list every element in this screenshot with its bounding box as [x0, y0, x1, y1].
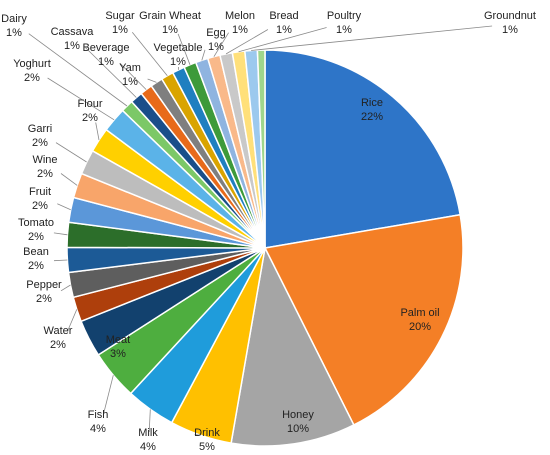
leader-line-cassava — [85, 47, 137, 98]
slice-value-tomato: 2% — [28, 231, 44, 243]
slice-value-poultry: 1% — [336, 24, 352, 36]
slice-value-wine: 2% — [37, 168, 53, 180]
slice-value-fruit: 2% — [32, 200, 48, 212]
slice-label-vegetable: Vegetable — [154, 42, 203, 54]
slice-label-meat: Meat — [106, 334, 130, 346]
leader-line-fish — [103, 375, 114, 415]
leader-line-dairy — [28, 33, 128, 107]
slice-label-palm-oil: Palm oil — [400, 307, 439, 319]
leader-line-milk — [148, 409, 151, 433]
slice-label-beverage: Beverage — [82, 42, 129, 54]
slice-value-melon: 1% — [232, 24, 248, 36]
leader-line-pepper — [60, 284, 71, 292]
leader-line-fruit — [57, 203, 71, 211]
slice-label-pepper: Pepper — [26, 279, 62, 291]
slice-value-bread: 1% — [276, 24, 292, 36]
leader-line-bread — [225, 29, 269, 55]
leader-line-yam — [147, 78, 157, 83]
slice-label-grain-wheat: Grain Wheat — [139, 10, 201, 22]
leader-line-grain-wheat — [177, 33, 191, 65]
slice-label-flour: Flour — [77, 98, 102, 110]
leader-line-water — [67, 309, 78, 332]
slice-label-melon: Melon — [225, 10, 255, 22]
slice-value-groundnut: 1% — [502, 24, 518, 36]
slice-label-poultry: Poultry — [327, 10, 362, 22]
slice-value-garri: 2% — [32, 137, 48, 149]
slice-label-bean: Bean — [23, 246, 49, 258]
slice-value-drink: 5% — [199, 441, 215, 453]
leader-line-beverage — [119, 63, 147, 90]
leader-line-melon — [213, 32, 229, 57]
slice-label-tomato: Tomato — [18, 217, 54, 229]
leader-line-bean — [53, 259, 68, 262]
slice-label-garri: Garri — [28, 123, 52, 135]
slice-label-water: Water — [44, 325, 73, 337]
slice-label-bread: Bread — [269, 10, 298, 22]
slice-labels: Rice 22% Palm oil 20% Honey 10% Drink 5% Milk 4% F… — [1, 10, 536, 453]
slice-label-fish: Fish — [88, 409, 109, 421]
leader-line-flour — [95, 122, 100, 141]
slice-value-water: 2% — [50, 339, 66, 351]
leader-line-drink — [194, 434, 201, 436]
slice-value-beverage: 1% — [98, 56, 114, 68]
slice-value-rice: 22% — [361, 111, 383, 123]
slice-value-grain-wheat: 1% — [162, 24, 178, 36]
slice-label-yam: Yam — [119, 62, 141, 74]
slice-label-groundnut: Groundnut — [484, 10, 536, 22]
slice-value-flour: 2% — [82, 112, 98, 124]
leader-line-tomato — [53, 232, 68, 236]
slice-value-palm-oil: 20% — [409, 321, 431, 333]
slice-value-bean: 2% — [28, 260, 44, 272]
slice-label-honey: Honey — [282, 409, 314, 421]
slice-value-yam: 1% — [122, 76, 138, 88]
slice-value-cassava: 1% — [64, 40, 80, 52]
slice-value-egg: 1% — [208, 41, 224, 53]
leader-line-groundnut — [251, 25, 493, 51]
leader-line-egg — [201, 49, 206, 61]
leader-line-yoghurt — [47, 77, 115, 121]
pie-slice-palm-oil — [263, 213, 464, 426]
slice-label-yoghurt: Yoghurt — [13, 58, 51, 70]
slice-value-honey: 10% — [287, 423, 309, 435]
slice-value-yoghurt: 2% — [24, 72, 40, 84]
slice-label-egg: Egg — [206, 27, 226, 39]
slice-label-wine: Wine — [32, 154, 57, 166]
pie-slices — [66, 49, 464, 447]
slice-label-fruit: Fruit — [29, 186, 51, 198]
slice-label-rice: Rice — [361, 97, 383, 109]
slice-label-sugar: Sugar — [105, 10, 135, 22]
slice-label-drink: Drink — [194, 427, 220, 439]
leader-lines — [28, 25, 493, 436]
leader-line-poultry — [238, 27, 327, 53]
slice-value-meat: 3% — [110, 348, 126, 360]
pie-slice-honey — [230, 245, 355, 447]
slice-value-pepper: 2% — [36, 293, 52, 305]
leader-line-sugar — [131, 32, 168, 77]
slice-value-sugar: 1% — [112, 24, 128, 36]
slice-value-dairy: 1% — [6, 27, 22, 39]
slice-label-cassava: Cassava — [51, 26, 95, 38]
slice-label-dairy: Dairy — [1, 13, 27, 25]
leader-line-wine — [60, 173, 78, 186]
slice-label-milk: Milk — [138, 427, 158, 439]
pie-slice-rice — [264, 49, 462, 249]
slice-value-fish: 4% — [90, 423, 106, 435]
slice-value-vegetable: 1% — [170, 56, 186, 68]
slice-value-milk: 4% — [140, 441, 156, 453]
leader-line-garri — [55, 142, 87, 163]
